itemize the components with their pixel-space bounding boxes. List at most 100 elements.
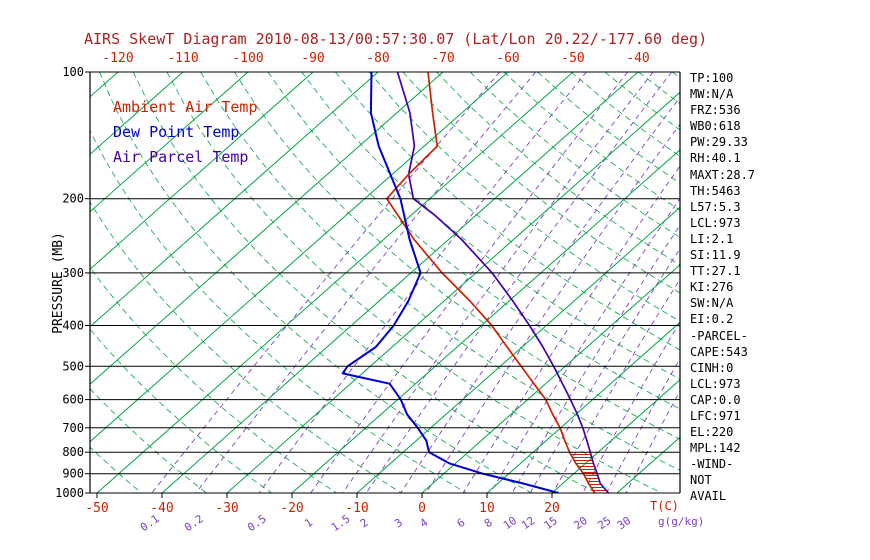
isotherm-line [0,72,53,493]
isotherm-line [226,91,680,493]
mixing-ratio-label: 1 [302,516,315,530]
pressure-tick-label: 200 [62,192,84,206]
dry-adiabat-line [132,72,597,493]
mixing-ratio-line [258,72,587,493]
stat-line: LI:2.1 [690,231,734,246]
isotherm-line [356,206,680,493]
temp-unit-label: T(C) [650,499,679,513]
stat-line: -WIND- [690,457,734,472]
cape-hatch-area [569,452,609,493]
stat-line: SI:11.9 [690,248,741,263]
air-parcel-temp-curve [396,72,610,493]
mixing-ratio-label: 10 [501,514,519,532]
isotherm-line [486,321,680,493]
mixing-ratio-label: 30 [615,514,633,532]
top-axis-label: -100 [232,51,263,66]
top-axis-label: -120 [102,51,133,66]
stat-line: LCL:973 [690,215,741,230]
stat-line: FRZ:536 [690,103,741,118]
pressure-tick-label: 100 [62,65,84,79]
mixing-ratio-label: 6 [455,516,468,530]
mixing-ratio-label: 0.2 [182,512,206,534]
dry-adiabat-line [90,266,337,493]
pressure-axis-title: PRESSURE (MB) [51,232,66,334]
legend-ambient-air-temp: Ambient Air Temp [113,98,258,116]
isotherm-line [161,72,639,493]
mixing-ratio-line [529,247,680,493]
mixing-ratio-line [400,96,680,493]
dry-adiabat-line [90,201,402,493]
stat-line: WB0:618 [690,119,741,134]
bottom-temp-label: -20 [280,501,303,516]
stat-line: CAPE:543 [690,344,748,359]
mixing-ratio-line [365,72,673,493]
chart-title: AIRS SkewT Diagram 2010-08-13/00:57:30.0… [84,30,708,48]
mixing-ratio-label: 15 [542,514,560,532]
stat-line: KI:276 [690,280,734,295]
isotherm-line [90,72,379,328]
dry-adiabat-line [436,72,680,266]
pressure-tick-label: 400 [62,319,84,333]
stat-line: PW:29.33 [690,135,748,150]
isotherm-line [421,264,680,493]
top-axis-label: -40 [626,51,649,66]
stat-line: MPL:142 [690,441,741,456]
dry-adiabat-line [335,72,680,351]
mixing-ratio-line [625,390,680,493]
dry-adiabat-line [99,72,532,493]
top-axis-label: -80 [366,51,389,66]
mixing-ratio-line [582,321,680,493]
mixing-ratio-line [425,123,680,493]
top-axis-label: -110 [167,51,198,66]
dry-adiabat-line [90,328,272,493]
pressure-tick-label: 1000 [55,486,84,500]
legend-air-parcel-temp: Air Parcel Temp [113,148,249,166]
stat-line: NOT [690,473,712,488]
top-axis-label: -90 [301,51,324,66]
chart-legend: Ambient Air Temp Dew Point Temp Air Parc… [113,95,258,170]
stat-line: EL:220 [690,425,734,440]
top-axis-label: -60 [496,51,519,66]
top-axis-label: -70 [431,51,454,66]
bottom-temp-label: 10 [479,501,495,516]
stat-line: SW:N/A [690,296,734,311]
pressure-tick-label: 900 [62,467,84,481]
stat-line: EI:0.2 [690,312,734,327]
stat-line: CINH:0 [690,360,734,375]
isotherm-line [90,72,314,270]
stat-line: TH:5463 [690,183,741,198]
bottom-temp-label: 20 [544,501,560,516]
isotherm-line [90,72,444,385]
isotherm-line [551,379,680,493]
stats-panel: TP:100 MW:N/A FRZ:536 WB0:618 PW:29.33 RH:40.… [690,70,755,505]
pressure-tick-label: 800 [62,445,84,459]
dew-point-temp-curve [341,72,559,493]
pressure-tick-label: 300 [62,266,84,280]
isotherm-line [90,72,184,155]
dry-adiabat-line [233,72,680,440]
stat-line: MW:N/A [690,87,734,102]
stat-line: LFC:971 [690,408,741,423]
bottom-temp-label: -40 [150,501,173,516]
dry-adiabat-line [200,72,680,471]
dry-adiabat-line [402,72,680,294]
stat-line: AVAIL [690,489,727,504]
mixing-ratio-label: 0.5 [245,512,269,534]
pressure-tick-label: 700 [62,421,84,435]
bottom-temp-label: -50 [85,501,108,516]
dry-adiabat-line [166,72,662,493]
stat-line: TP:100 [690,71,734,85]
stat-line: CAP:0.0 [690,392,741,407]
dry-adiabat-line [267,72,680,410]
bottom-temp-label: -30 [215,501,238,516]
pressure-tick-label: 500 [62,359,84,373]
stat-line: LCL:973 [690,376,741,391]
stat-line: MAXT:28.7 [690,167,756,182]
pressure-tick-label: 600 [62,393,84,407]
stat-line: TT:27.1 [690,264,741,279]
stat-line: -PARCEL- [690,328,748,343]
mixing-ratio-label: 3 [392,516,405,530]
mixing-ratio-label: 8 [482,516,495,530]
